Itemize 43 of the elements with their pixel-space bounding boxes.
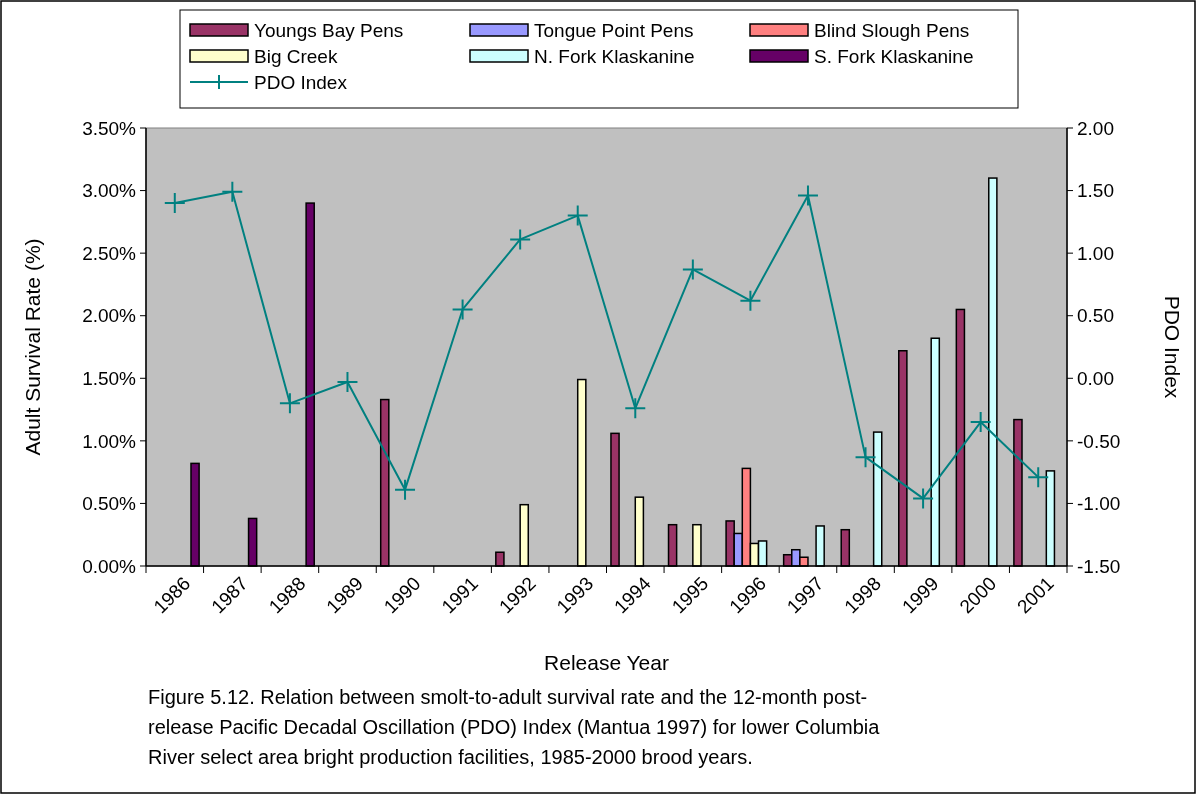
y-tick-label: 3.00% — [82, 180, 137, 202]
point — [624, 397, 647, 420]
point — [1027, 466, 1050, 489]
point — [854, 446, 877, 469]
y-axis-title: Adult Survival Rate (%) — [21, 238, 44, 456]
legend-label: Tongue Point Pens — [534, 19, 694, 41]
point — [739, 289, 762, 312]
point — [509, 228, 532, 251]
y-tick-label: 1.00% — [82, 430, 137, 452]
legend-label: Youngs Bay Pens — [254, 19, 404, 41]
point — [681, 258, 704, 281]
y-tick-label: 3.50% — [82, 117, 137, 139]
y2-tick-label: -1.00 — [1077, 493, 1121, 515]
legend-label: PDO Index — [254, 71, 348, 93]
point — [912, 487, 935, 510]
point — [336, 371, 359, 394]
y2-tick-label: 2.00 — [1077, 117, 1114, 139]
x-axis-title: Release Year — [544, 651, 669, 674]
y2-tick-label: 1.00 — [1077, 242, 1114, 264]
point — [796, 184, 819, 207]
y2-tick-label: 0.50 — [1077, 305, 1114, 327]
point — [566, 204, 589, 227]
point — [451, 298, 474, 321]
legend-label: N. Fork Klaskanine — [534, 45, 695, 67]
y2-axis-title: PDO Index — [1161, 295, 1184, 399]
y2-tick-label: 1.50 — [1077, 180, 1114, 202]
y-tick-label: 2.00% — [82, 305, 137, 327]
y-tick-label: 0.50% — [82, 493, 137, 515]
y2-tick-label: -1.50 — [1077, 555, 1121, 577]
legend-label: Big Creek — [254, 45, 338, 67]
point — [278, 392, 301, 415]
y-tick-label: 0.00% — [82, 555, 137, 577]
y2-tick-label: -0.50 — [1077, 430, 1121, 452]
y-tick-label: 2.50% — [82, 242, 137, 264]
point — [221, 180, 244, 203]
y-tick-label: 1.50% — [82, 367, 137, 389]
legend-label: S. Fork Klaskanine — [814, 45, 974, 67]
caption: Figure 5.12. Relation between smolt-to-adult survival rate and the 12-month post-release Pacific Decadal Oscillation (PDO) Index (Mantua 1997) for lower Columbia River select area bright production facilities, 1985-2000 brood years. — [148, 686, 881, 768]
legend-label: Blind Slough Pens — [814, 19, 970, 41]
y2-tick-label: 0.00 — [1077, 367, 1114, 389]
point — [969, 411, 992, 434]
point — [394, 478, 417, 501]
point — [163, 192, 186, 215]
